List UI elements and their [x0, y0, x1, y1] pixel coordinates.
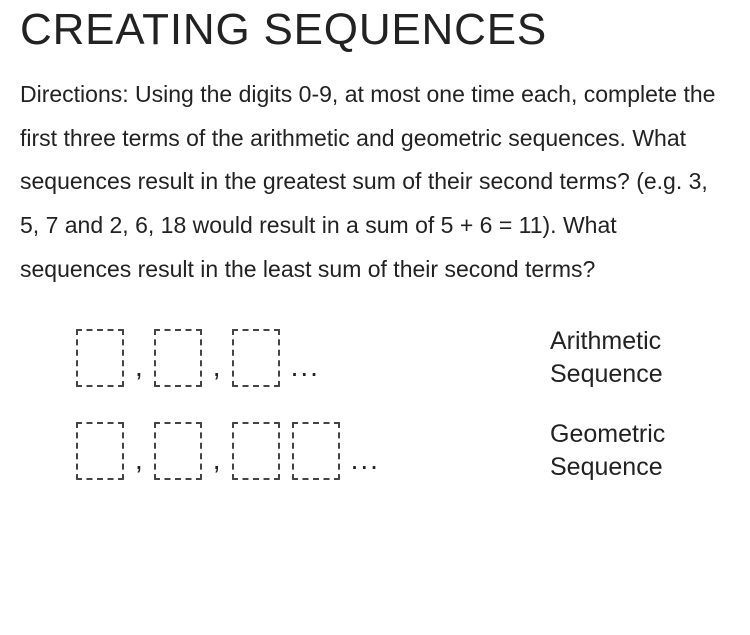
geometric-boxes: , , ...: [75, 422, 380, 480]
ellipsis: ...: [343, 446, 380, 480]
digit-box[interactable]: [154, 329, 202, 387]
geometric-label: Geometric Sequence: [550, 418, 715, 483]
digit-box[interactable]: [232, 422, 280, 480]
digit-box[interactable]: [76, 422, 124, 480]
ellipsis: ...: [283, 353, 320, 387]
digit-box[interactable]: [292, 422, 340, 480]
geometric-row: , , ... Geometric Sequence: [75, 418, 715, 483]
directions-text: Directions: Using the digits 0-9, at mos…: [20, 73, 730, 291]
digit-box[interactable]: [76, 329, 124, 387]
arithmetic-label: Arithmetic Sequence: [550, 325, 715, 390]
comma-separator: ,: [205, 353, 229, 387]
arithmetic-boxes: , , ...: [75, 329, 320, 387]
comma-separator: ,: [127, 353, 151, 387]
digit-box[interactable]: [232, 329, 280, 387]
sequences-figure: , , ... Arithmetic Sequence , , ...: [20, 325, 730, 483]
page-title: CREATING SEQUENCES: [20, 5, 730, 55]
arithmetic-row: , , ... Arithmetic Sequence: [75, 325, 715, 390]
digit-box-pair: [231, 422, 341, 480]
digit-box[interactable]: [154, 422, 202, 480]
comma-separator: ,: [127, 446, 151, 480]
comma-separator: ,: [205, 446, 229, 480]
